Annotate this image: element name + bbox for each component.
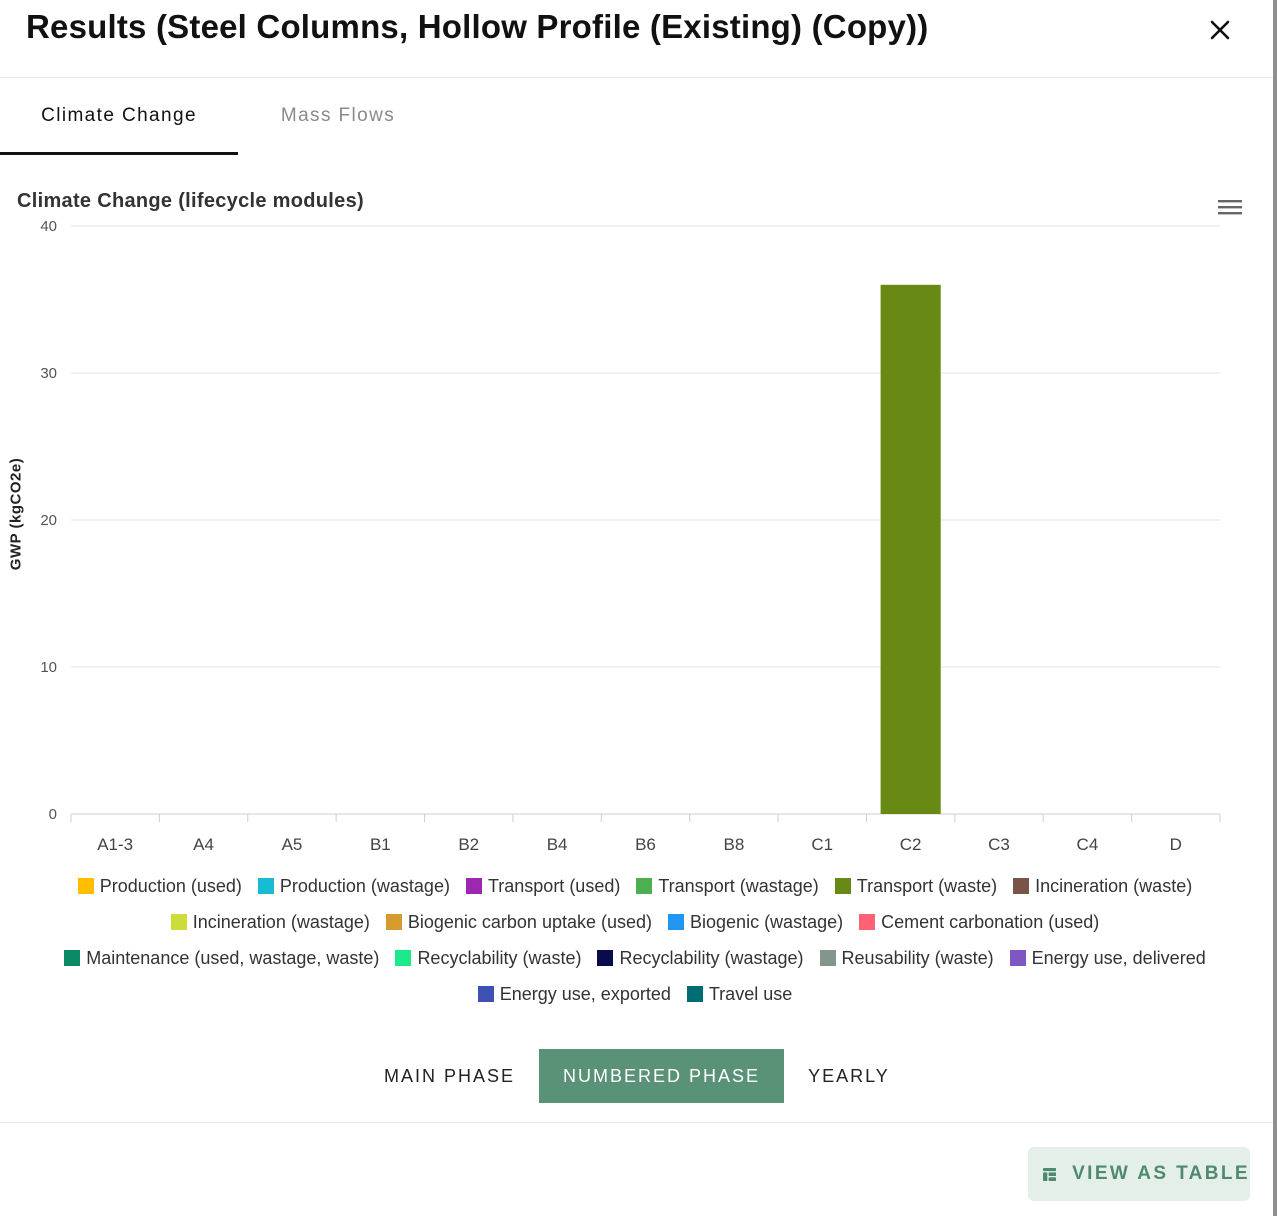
legend-label: Biogenic (wastage): [690, 911, 844, 932]
x-tick-label: C3: [988, 835, 1010, 854]
legend-item[interactable]: Production (used): [77, 875, 242, 897]
x-tick-label: C4: [1077, 835, 1099, 854]
legend-item[interactable]: Energy use, exported: [477, 983, 671, 1005]
legend-row: Energy use, exported Travel use: [40, 976, 1230, 1012]
chart-plot: 0 10 20 30 40 A1-3 A4 A5 B1 B2 B4 B6 B8 C1 C2 C3 C4 D: [40, 218, 1221, 854]
view-as-table-label: VIEW AS TABLE: [1072, 1163, 1250, 1184]
y-tick-label: 20: [40, 512, 57, 529]
legend-item[interactable]: Transport (waste): [834, 875, 998, 897]
legend-label: Transport (waste): [856, 875, 998, 896]
legend-item[interactable]: Recyclability (wastage): [597, 947, 804, 969]
legend-label: Maintenance (used, wastage, waste): [86, 947, 380, 968]
legend-swatch: [819, 950, 836, 966]
y-tick-label: 30: [40, 365, 57, 382]
legend-label: Production (wastage): [279, 875, 450, 896]
close-button[interactable]: [1204, 14, 1236, 46]
close-icon: [1210, 20, 1230, 40]
legend-item[interactable]: Biogenic carbon uptake (used): [385, 911, 653, 933]
legend-item[interactable]: Maintenance (used, wastage, waste): [64, 948, 379, 969]
legend-swatch: [257, 878, 274, 894]
legend-swatch: [64, 950, 81, 966]
dialog-title: Results (Steel Columns, Hollow Profile (…: [26, 8, 929, 45]
legend-label: Biogenic carbon uptake (used): [407, 911, 653, 932]
x-tick-label: A1-3: [97, 835, 133, 854]
legend-item[interactable]: Travel use: [686, 983, 793, 1005]
tab-mass-flows[interactable]: Mass Flows: [280, 105, 396, 126]
legend-swatch: [465, 878, 482, 894]
legend-label: Incineration (waste): [1035, 875, 1193, 896]
legend-label: Transport (wastage): [658, 875, 819, 896]
x-tick-label: A4: [193, 835, 214, 854]
x-tick-label: C1: [811, 835, 833, 854]
table-icon: [1043, 1167, 1057, 1181]
legend-item[interactable]: Energy use, delivered: [1009, 947, 1206, 969]
legend-label: Energy use, delivered: [1031, 947, 1206, 968]
chart-legend: Production (used) Production (wastage) Tra…: [40, 868, 1230, 1012]
legend-item[interactable]: Biogenic (wastage): [668, 912, 843, 933]
legend-item[interactable]: Recyclability (waste): [395, 948, 581, 969]
legend-item[interactable]: Production (wastage): [257, 875, 450, 897]
legend-label: Recyclability (waste): [417, 947, 582, 968]
legend-swatch: [597, 950, 614, 966]
legend-row: Maintenance (used, wastage, waste) Recycl…: [40, 940, 1230, 976]
tab-climate-change[interactable]: Climate Change: [0, 78, 238, 155]
chart-menu-button[interactable]: [1216, 196, 1244, 218]
hamburger-menu-icon: [1218, 200, 1242, 215]
y-tick-label: 10: [40, 659, 57, 676]
legend-row: Production (used) Production (wastage) Tra…: [40, 868, 1230, 904]
legend-swatch: [395, 950, 412, 966]
x-tick-label: B2: [458, 835, 479, 854]
x-tick-label: D: [1170, 835, 1182, 854]
legend-swatch: [477, 986, 494, 1002]
legend-item[interactable]: Transport (wastage): [636, 875, 819, 897]
view-as-table-button[interactable]: VIEW AS TABLE: [1028, 1147, 1250, 1201]
legend-label: Travel use: [708, 983, 793, 1004]
footer-divider: [0, 1122, 1273, 1123]
x-tick-label: B8: [723, 835, 744, 854]
legend-label: Incineration (wastage): [192, 911, 370, 932]
legend-swatch: [834, 878, 851, 894]
legend-swatch: [1013, 878, 1030, 894]
chart-title: Climate Change (lifecycle modules): [17, 190, 364, 212]
legend-swatch: [636, 878, 653, 894]
window-edge: [1273, 0, 1277, 1216]
x-tick-label: B6: [635, 835, 656, 854]
x-tick-label: A5: [282, 835, 303, 854]
legend-row: Incineration (wastage) Biogenic carbon up…: [40, 904, 1230, 940]
legend-item[interactable]: Incineration (waste): [1013, 876, 1192, 897]
phase-button-yearly[interactable]: YEARLY: [808, 1066, 890, 1086]
legend-item[interactable]: Incineration (wastage): [170, 911, 370, 933]
legend-label: Cement carbonation (used): [881, 911, 1100, 932]
bar-c2: [880, 284, 941, 814]
x-tick-label: B1: [370, 835, 391, 854]
legend-label: Reusability (waste): [841, 947, 994, 968]
legend-label: Energy use, exported: [499, 983, 671, 1004]
legend-swatch: [1009, 950, 1026, 966]
y-tick-label: 40: [40, 218, 57, 235]
legend-swatch: [170, 914, 187, 930]
phase-selector: MAIN PHASE NUMBERED PHASE YEARLY: [360, 1049, 914, 1103]
legend-item[interactable]: Cement carbonation (used): [859, 912, 1099, 933]
y-tick-label: 0: [49, 806, 57, 823]
x-tick-label: B4: [547, 835, 568, 854]
dialog-header: Results (Steel Columns, Hollow Profile (…: [0, 0, 1273, 78]
legend-swatch: [385, 914, 402, 930]
legend-swatch: [859, 914, 876, 930]
legend-item[interactable]: Reusability (waste): [819, 947, 994, 969]
legend-swatch: [668, 914, 685, 930]
x-tick-label: C2: [900, 835, 922, 854]
phase-button-numbered-phase[interactable]: NUMBERED PHASE: [539, 1049, 785, 1103]
legend-label: Production (used): [99, 875, 242, 896]
legend-swatch: [686, 986, 703, 1002]
legend-label: Recyclability (wastage): [619, 947, 804, 968]
legend-item[interactable]: Transport (used): [465, 875, 621, 897]
phase-button-main-phase[interactable]: MAIN PHASE: [384, 1066, 516, 1086]
tab-bar: Climate Change Mass Flows: [0, 78, 1273, 155]
legend-swatch: [77, 878, 94, 894]
legend-label: Transport (used): [487, 875, 621, 896]
